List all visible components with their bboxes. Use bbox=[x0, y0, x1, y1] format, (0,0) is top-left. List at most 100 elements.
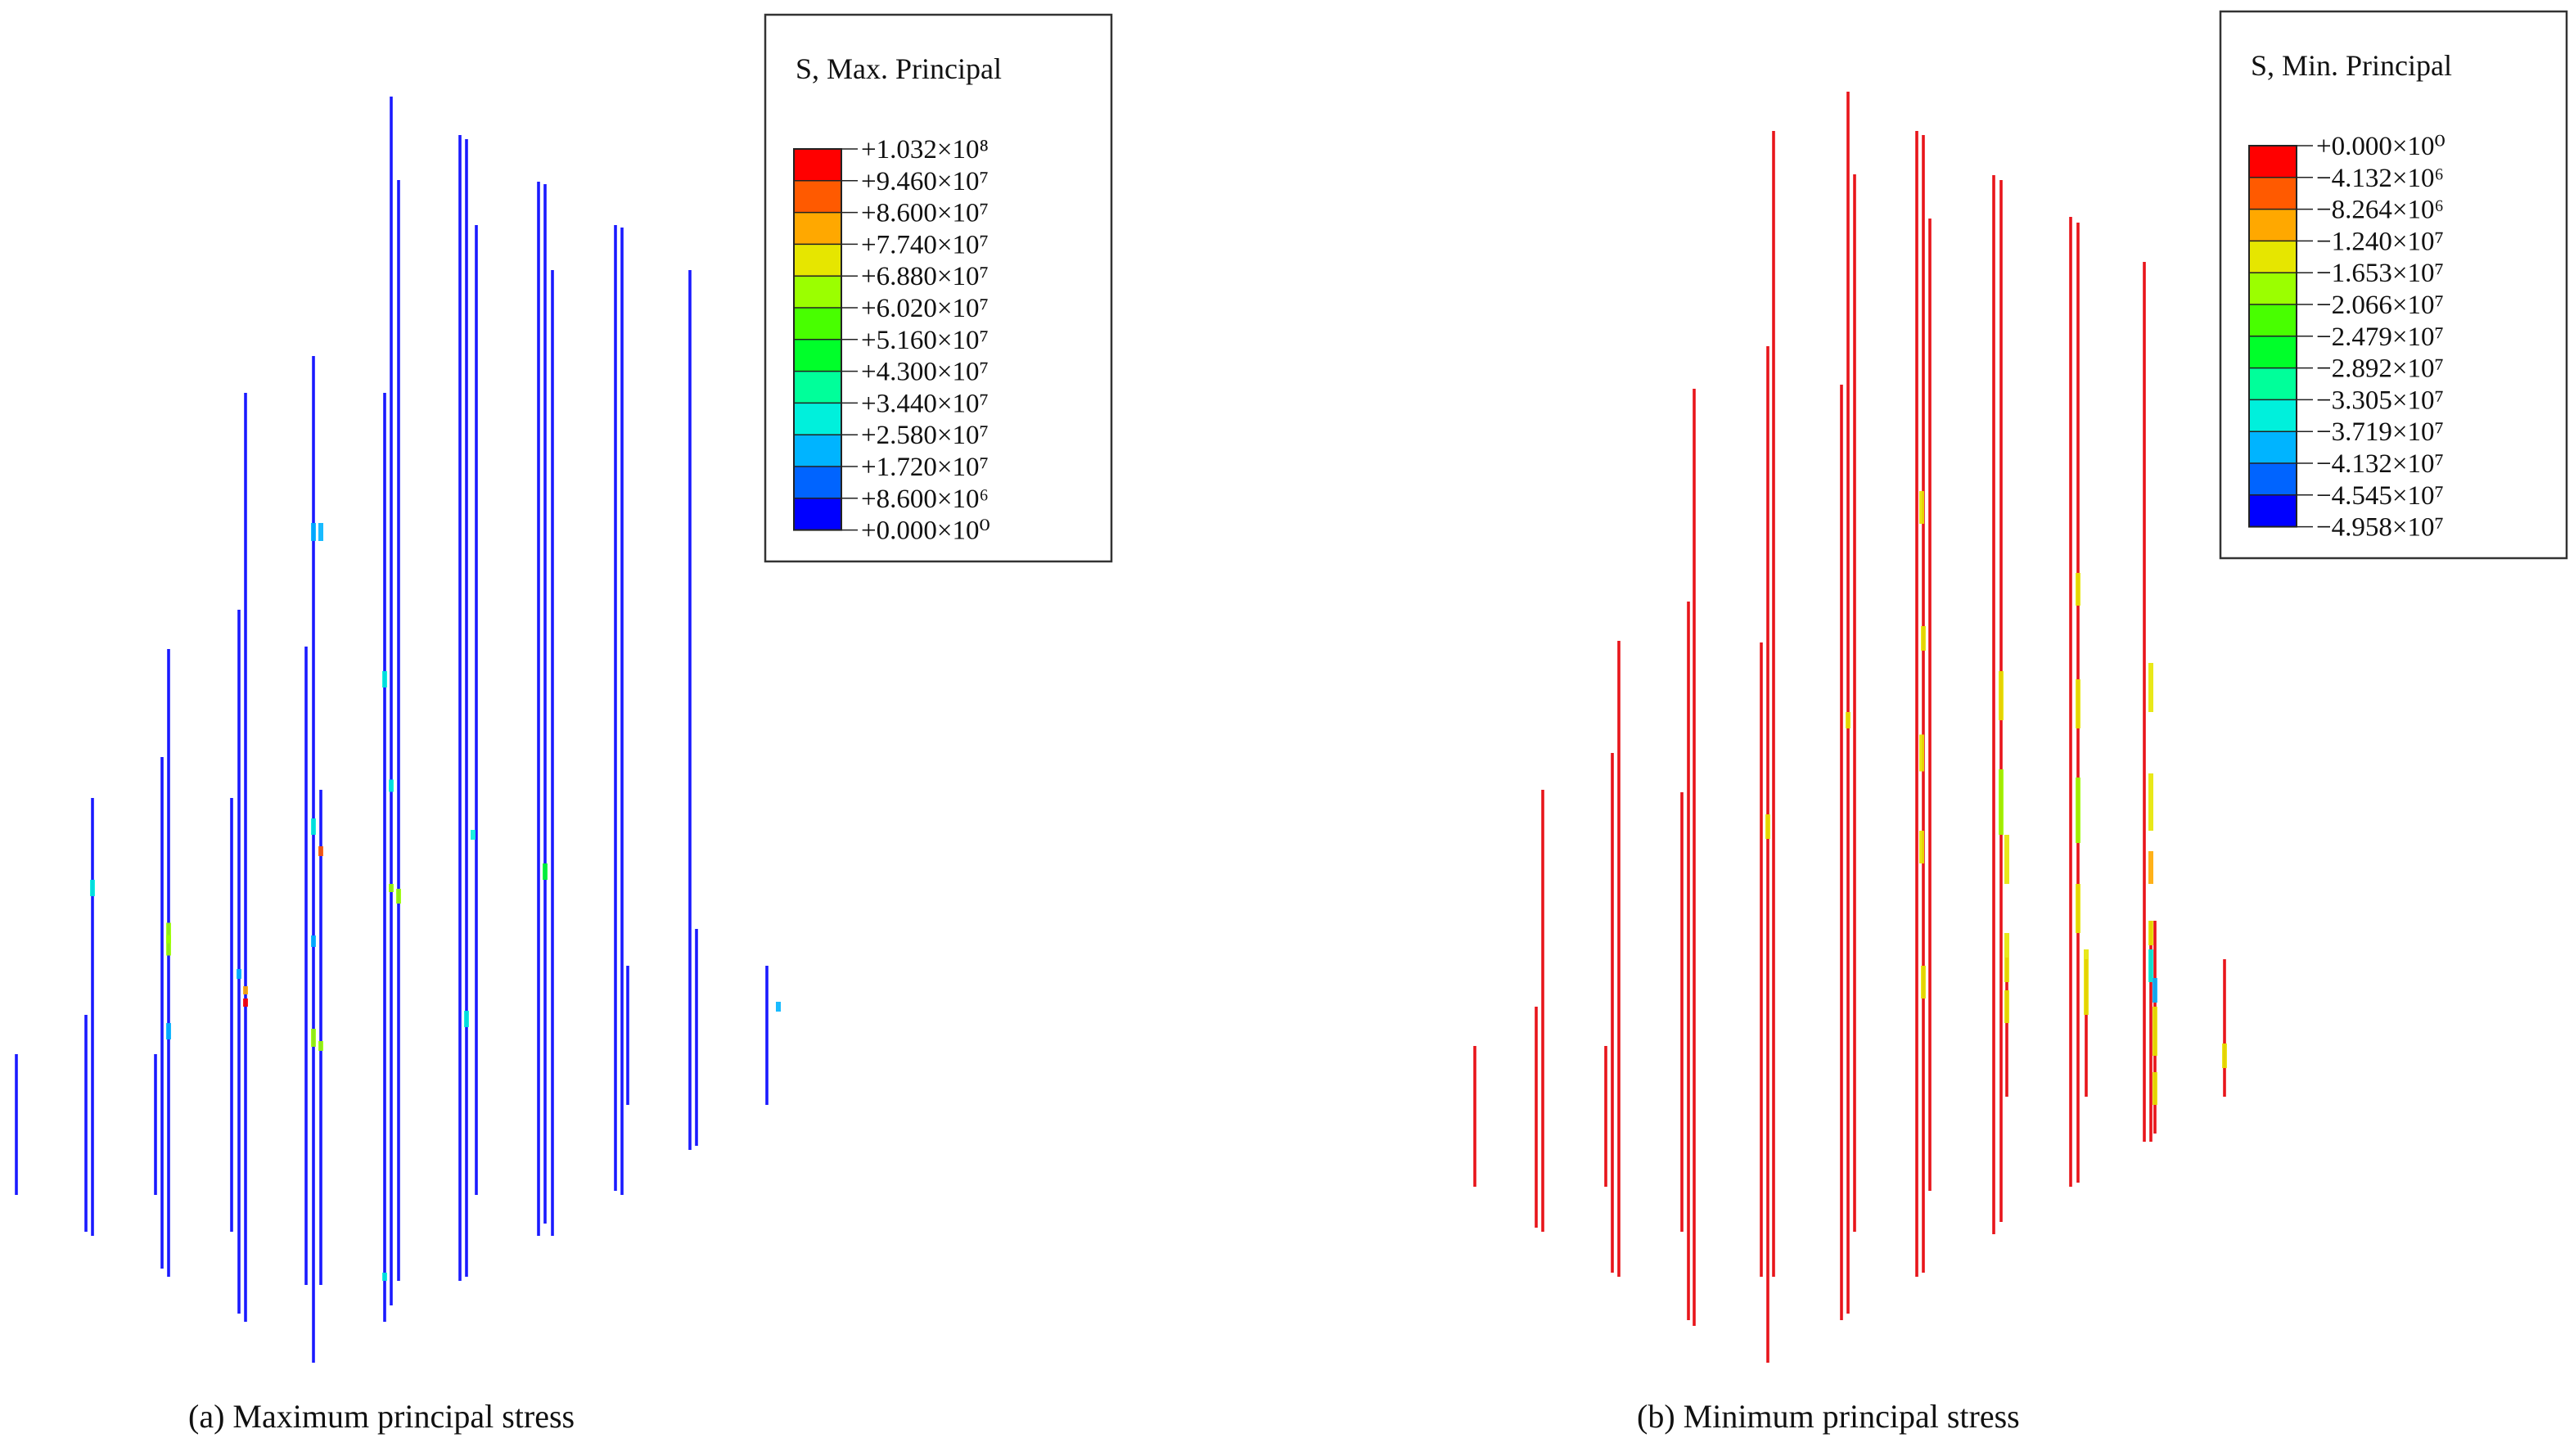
stress-highlight bbox=[2076, 778, 2080, 843]
anchor-bars-max bbox=[15, 97, 769, 1363]
legend-label: −4.545×10⁷ bbox=[2316, 481, 2444, 511]
stress-highlight bbox=[2004, 933, 2009, 982]
stress-highlight bbox=[543, 863, 548, 880]
caption-b: (b) Minimum principal stress bbox=[1637, 1398, 2020, 1435]
legend-swatch bbox=[2249, 463, 2297, 495]
legend-label: −4.132×10⁶ bbox=[2316, 164, 2444, 193]
stress-highlight bbox=[311, 935, 316, 947]
stress-highlight bbox=[166, 935, 171, 956]
legend-label: +6.020×10⁷ bbox=[861, 294, 989, 323]
stress-highlight bbox=[1919, 734, 1924, 772]
legend-swatch bbox=[794, 498, 841, 530]
legend-label: +1.032×10⁸ bbox=[861, 135, 989, 165]
stress-highlight bbox=[2148, 921, 2153, 945]
legend-label: +8.600×10⁶ bbox=[861, 485, 989, 514]
stress-highlight bbox=[166, 922, 171, 944]
legend-label: −3.305×10⁷ bbox=[2316, 385, 2444, 415]
caption-a: (a) Maximum principal stress bbox=[188, 1398, 575, 1435]
stress-highlights-max bbox=[90, 523, 781, 1281]
stress-highlight bbox=[2148, 663, 2153, 712]
legend-label: −8.264×10⁶ bbox=[2316, 196, 2444, 225]
legend-swatch bbox=[2249, 273, 2297, 304]
stress-highlight bbox=[2004, 990, 2009, 1023]
stress-highlight bbox=[237, 969, 241, 979]
stress-highlight bbox=[2084, 949, 2089, 1015]
stress-highlight bbox=[318, 1041, 323, 1051]
stress-highlight bbox=[1921, 966, 1926, 998]
stress-highlight bbox=[2222, 1044, 2227, 1068]
panel-max-principal: S, Max. Principal +1.032×10⁸+9.460×10⁷ +8… bbox=[15, 13, 1113, 1435]
legend-swatch bbox=[2249, 431, 2297, 463]
legend-label: +0.000×10⁰ bbox=[861, 516, 990, 546]
legend-label: +1.720×10⁷ bbox=[861, 453, 989, 482]
legend-label: +5.160×10⁷ bbox=[861, 326, 989, 355]
stress-highlight bbox=[311, 523, 316, 541]
panel-min-principal: S, Min. Principal +0.000×10⁰ −4.132×10⁶ −8… bbox=[1473, 10, 2568, 1435]
legend-label: −3.719×10⁷ bbox=[2316, 417, 2444, 447]
legend-swatch bbox=[794, 371, 841, 403]
stress-highlight bbox=[1765, 814, 1770, 839]
legend-scale-max: +1.032×10⁸+9.460×10⁷ +8.600×10⁷+7.740×10⁷… bbox=[793, 135, 990, 546]
legend-label: −2.479×10⁷ bbox=[2316, 322, 2444, 352]
legend-label: −4.132×10⁷ bbox=[2316, 449, 2444, 479]
legend-swatch bbox=[2249, 304, 2297, 336]
stress-highlight bbox=[2153, 1007, 2157, 1056]
legend-label: +4.300×10⁷ bbox=[861, 358, 989, 387]
legend-swatch bbox=[2249, 367, 2297, 400]
stress-highlight bbox=[243, 986, 248, 994]
stress-highlight bbox=[311, 1029, 316, 1047]
stress-highlight bbox=[2076, 679, 2080, 728]
stress-highlight bbox=[2153, 1072, 2157, 1105]
stress-highlight bbox=[318, 846, 323, 856]
stress-highlight bbox=[1999, 671, 2004, 720]
legend-label: +0.000×10⁰ bbox=[2316, 132, 2446, 161]
legend-max-principal: S, Max. Principal +1.032×10⁸+9.460×10⁷ +8… bbox=[764, 13, 1113, 563]
legend-swatch bbox=[794, 467, 841, 498]
legend-swatch bbox=[794, 339, 841, 372]
stress-highlight bbox=[776, 1002, 781, 1012]
stress-highlight bbox=[382, 1273, 387, 1281]
stress-highlight bbox=[318, 523, 323, 541]
stress-highlight bbox=[471, 830, 476, 840]
stress-highlight bbox=[2004, 835, 2009, 884]
legend-label: −2.066×10⁷ bbox=[2316, 291, 2444, 320]
stress-highlight bbox=[396, 889, 401, 904]
legend-label: +2.580×10⁷ bbox=[861, 421, 989, 450]
legend-swatch bbox=[2249, 494, 2297, 527]
legend-label: +9.460×10⁷ bbox=[861, 167, 989, 196]
legend-label: +3.440×10⁷ bbox=[861, 389, 989, 418]
legend-label: −2.892×10⁷ bbox=[2316, 354, 2444, 384]
legend-title-min: S, Min. Principal bbox=[2251, 49, 2452, 82]
stress-highlight bbox=[1921, 626, 1926, 651]
legend-label: −1.240×10⁷ bbox=[2316, 227, 2444, 256]
stress-highlight bbox=[1846, 712, 1850, 728]
legend-label: +8.600×10⁷ bbox=[861, 199, 989, 228]
stress-highlight bbox=[389, 779, 394, 792]
legend-swatch bbox=[2249, 336, 2297, 368]
legend-swatch bbox=[2249, 146, 2297, 178]
stress-highlight bbox=[389, 884, 394, 892]
legend-swatch bbox=[794, 180, 841, 213]
stress-highlight bbox=[90, 880, 95, 896]
legend-swatch bbox=[794, 244, 841, 277]
legend-swatch bbox=[794, 435, 841, 467]
legend-swatch bbox=[794, 308, 841, 340]
legend-swatch bbox=[2249, 241, 2297, 273]
stress-highlight bbox=[311, 818, 316, 835]
legend-min-principal: S, Min. Principal +0.000×10⁰ −4.132×10⁶ −8… bbox=[2219, 10, 2568, 560]
legend-swatch bbox=[794, 149, 841, 181]
stress-highlight bbox=[2153, 978, 2157, 1003]
legend-label: −1.653×10⁷ bbox=[2316, 259, 2444, 288]
stress-highlight bbox=[1999, 769, 2004, 835]
stress-highlight bbox=[2076, 884, 2080, 933]
legend-swatch bbox=[2249, 177, 2297, 210]
legend-swatch bbox=[794, 212, 841, 245]
legend-swatch bbox=[2249, 209, 2297, 241]
stress-highlights-min bbox=[1765, 491, 2227, 1105]
legend-label: +6.880×10⁷ bbox=[861, 262, 989, 291]
stress-highlight bbox=[464, 1011, 469, 1027]
stress-highlight bbox=[243, 998, 248, 1007]
legend-label: −4.958×10⁷ bbox=[2316, 513, 2444, 543]
stress-highlight bbox=[2148, 851, 2153, 884]
